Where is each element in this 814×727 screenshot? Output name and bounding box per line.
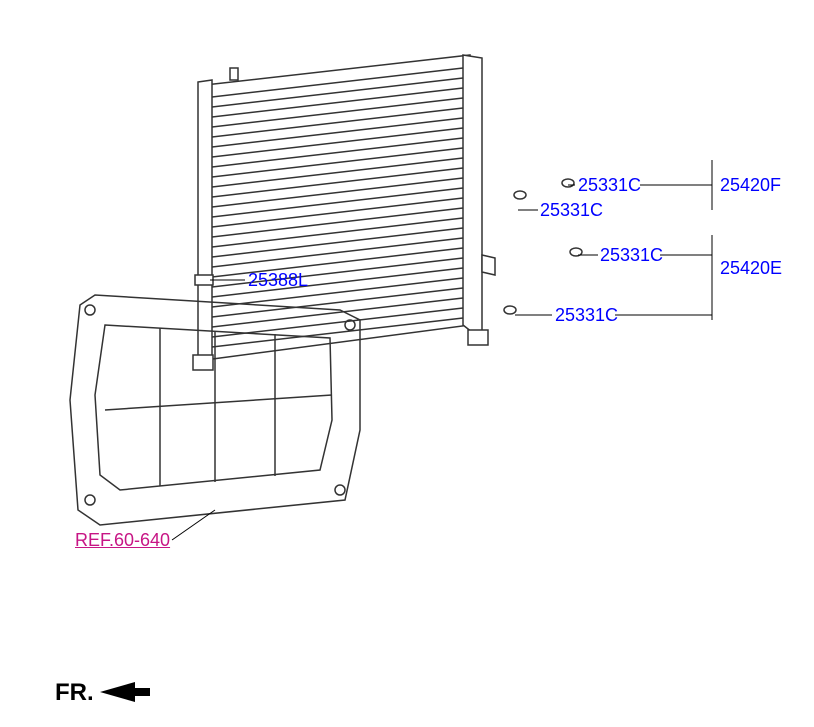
fr-arrow-icon [100, 682, 150, 702]
label-25331C-3: 25331C [600, 245, 663, 266]
label-25331C-1: 25331C [578, 175, 641, 196]
diagram-canvas [0, 0, 814, 727]
label-25331C-4: 25331C [555, 305, 618, 326]
label-25420F: 25420F [720, 175, 781, 196]
label-25388L: 25388L [248, 270, 308, 291]
label-25420E: 25420E [720, 258, 782, 279]
hose-upper [514, 135, 574, 199]
fr-text: FR. [55, 679, 94, 707]
label-25331C-2: 25331C [540, 200, 603, 221]
radiator [193, 55, 495, 370]
label-ref-60-640: REF.60-640 [75, 530, 170, 551]
fr-indicator: FR. [55, 679, 94, 707]
